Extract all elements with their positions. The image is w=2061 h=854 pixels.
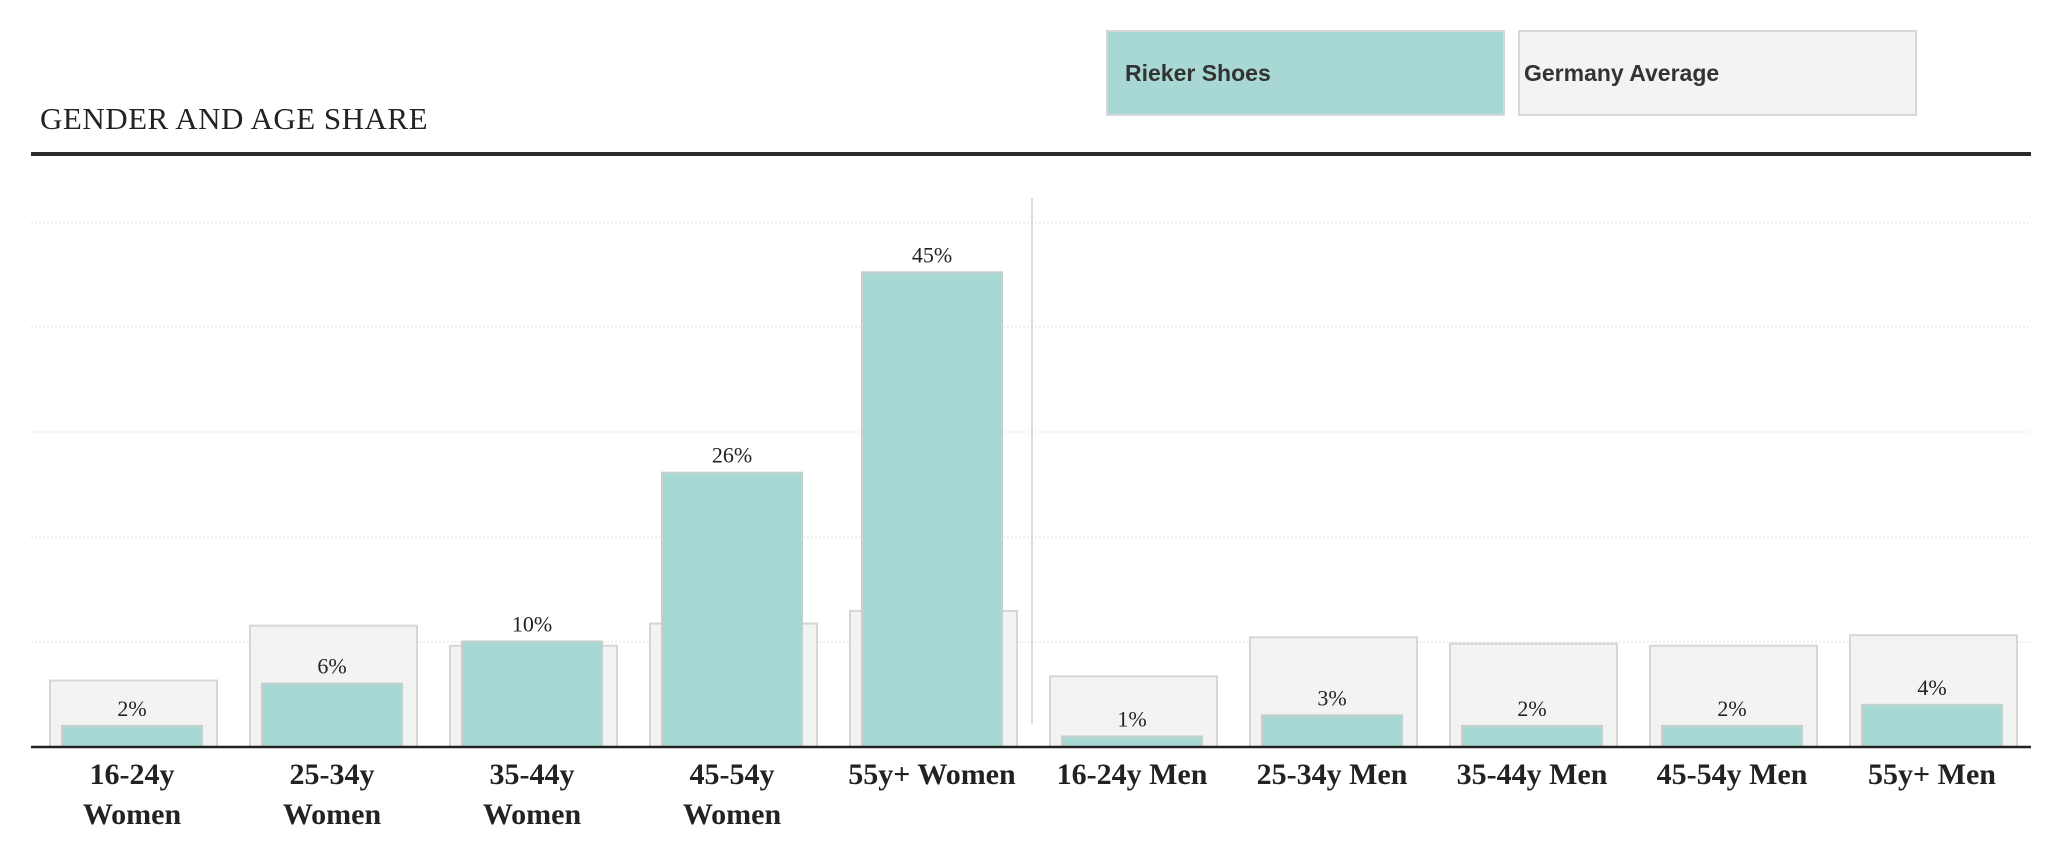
x-tick-label: 35-44y Men [1457, 758, 1608, 791]
data-label: 45% [912, 242, 952, 267]
x-tick-label: 55y+ Women [848, 758, 1016, 791]
bar-germany-average [1049, 675, 1218, 748]
x-tick-label: 25-34y Men [1257, 758, 1408, 791]
x-tick-label: 35-44y [490, 758, 575, 791]
x-tick-label: 45-54y Men [1657, 758, 1808, 791]
chart-title: GENDER AND AGE SHARE [40, 101, 429, 136]
x-tick-label: 25-34y [290, 758, 375, 791]
legend-rieker-shoes: Rieker Shoes [1106, 30, 1505, 116]
bar-rieker-shoes [1861, 703, 2003, 748]
data-label: 6% [317, 654, 346, 679]
data-label: 2% [1517, 696, 1546, 721]
bar-rieker-shoes [261, 682, 403, 749]
data-label: 4% [1917, 675, 1946, 700]
x-tick-label: 16-24y Men [1057, 758, 1208, 791]
x-tick-label: 16-24y [90, 758, 175, 791]
data-label: 2% [1717, 696, 1746, 721]
bar-rieker-shoes [461, 640, 603, 748]
legend-rieker-label: Rieker Shoes [1125, 59, 1271, 86]
x-tick-label: Women [283, 798, 382, 831]
legend-average-label: Germany Average [1524, 59, 1720, 86]
data-label: 1% [1117, 706, 1146, 731]
bar-rieker-shoes [861, 271, 1003, 748]
bar-rieker-shoes [1261, 714, 1403, 748]
x-tick-label: Women [683, 798, 782, 831]
x-tick-label: Women [83, 798, 182, 831]
x-tick-label: 45-54y [690, 758, 775, 791]
bar-rieker-shoes [61, 724, 203, 749]
data-label: 2% [117, 696, 146, 721]
x-tick-label: Women [483, 798, 582, 831]
data-label: 26% [712, 443, 752, 468]
bar-rieker-shoes [1061, 735, 1203, 749]
data-label: 10% [512, 612, 552, 637]
bar-rieker-shoes [1461, 724, 1603, 749]
legend-germany-average: Germany Average [1518, 30, 1917, 116]
title-rule [31, 152, 2031, 156]
data-label: 3% [1317, 685, 1346, 710]
bar-rieker-shoes [1661, 724, 1803, 749]
x-tick-label: 55y+ Men [1868, 758, 1996, 791]
bar-rieker-shoes [661, 471, 803, 748]
